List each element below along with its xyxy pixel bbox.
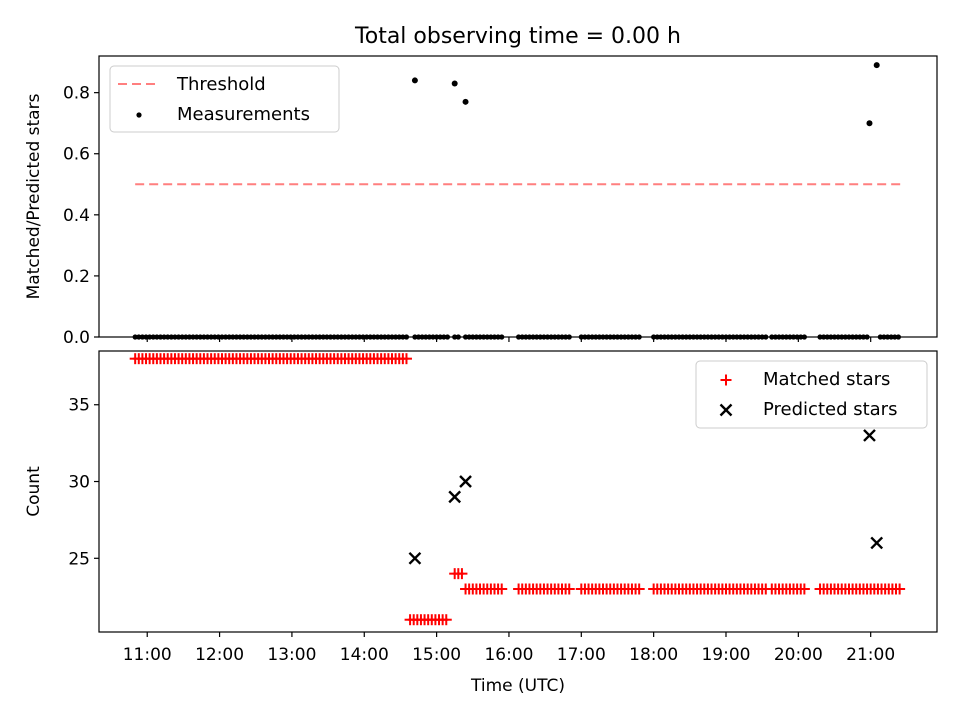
matched-star-point (496, 583, 508, 595)
y-tick-label: 35 (68, 396, 90, 416)
y-tick-label: 0.8 (63, 84, 90, 104)
matched-stars-series (129, 353, 906, 626)
measurement-point (866, 120, 873, 127)
matched-star-point (798, 583, 810, 595)
legend-threshold-label: Threshold (176, 74, 266, 95)
y-axis-label: Count (24, 466, 44, 517)
matched-star-point (400, 353, 412, 365)
x-tick-label: 15:00 (412, 645, 461, 665)
top-plot-panel: 0.0 0.2 0.4 0.6 0.8 Matched/Predicted stars Th… (24, 55, 938, 348)
top-legend: Threshold Measurements (109, 65, 340, 133)
y-tick-label: 0.4 (63, 206, 90, 226)
x-tick-label: 12:00 (195, 645, 244, 665)
y-tick-label: 0.0 (63, 328, 90, 348)
x-tick-label: 19:00 (701, 645, 750, 665)
y-axis-label: Matched/Predicted stars (24, 93, 44, 299)
measurement-point (873, 62, 880, 69)
legend-predicted-handle (719, 403, 733, 417)
y-tick-label: 30 (68, 473, 90, 493)
matched-star-point (563, 583, 575, 595)
legend-matched-label: Matched stars (763, 369, 890, 390)
legend-measurements-handle (136, 112, 142, 118)
x-tick-label: 14:00 (340, 645, 389, 665)
x-tick-label: 13:00 (267, 645, 316, 665)
predicted-stars-series (408, 429, 884, 565)
predicted-star-point (408, 551, 422, 565)
matched-star-point (894, 583, 906, 595)
predicted-star-point (459, 475, 472, 488)
measurement-point (451, 80, 458, 87)
x-tick-label: 21:00 (846, 645, 895, 665)
measurement-point (462, 98, 469, 105)
x-tick-label: 18:00 (629, 645, 678, 665)
x-tick-label: 20:00 (774, 645, 823, 665)
plot-frame (98, 55, 938, 338)
matched-star-point (440, 614, 452, 626)
legend-matched-handle (720, 374, 732, 386)
legend-predicted-label: Predicted stars (763, 399, 897, 420)
x-axis-label: Time (UTC) (470, 676, 565, 696)
measurement-point (411, 77, 418, 84)
bottom-legend: Matched stars Predicted stars (695, 360, 928, 429)
predicted-star-point (448, 490, 462, 504)
y-tick-label: 0.6 (63, 145, 90, 165)
x-tick-label: 11:00 (123, 645, 172, 665)
chart-title: Total observing time = 0.00 h (354, 24, 681, 49)
predicted-star-point (870, 536, 884, 550)
legend-measurements-label: Measurements (177, 104, 310, 125)
matched-star-point (633, 583, 645, 595)
y-tick-label: 0.2 (63, 267, 90, 287)
x-tick-label: 17:00 (557, 645, 606, 665)
legend-box (695, 360, 928, 429)
legend-box (109, 65, 340, 133)
x-tick-label: 16:00 (484, 645, 533, 665)
plot-frame (98, 350, 938, 633)
bottom-plot-panel: 25 30 35 11:00 12:00 13:00 14:00 15:00 16:00 17:0… (24, 350, 938, 696)
matched-star-point (456, 568, 468, 580)
predicted-star-point (863, 429, 876, 442)
y-tick-label: 25 (68, 549, 90, 569)
